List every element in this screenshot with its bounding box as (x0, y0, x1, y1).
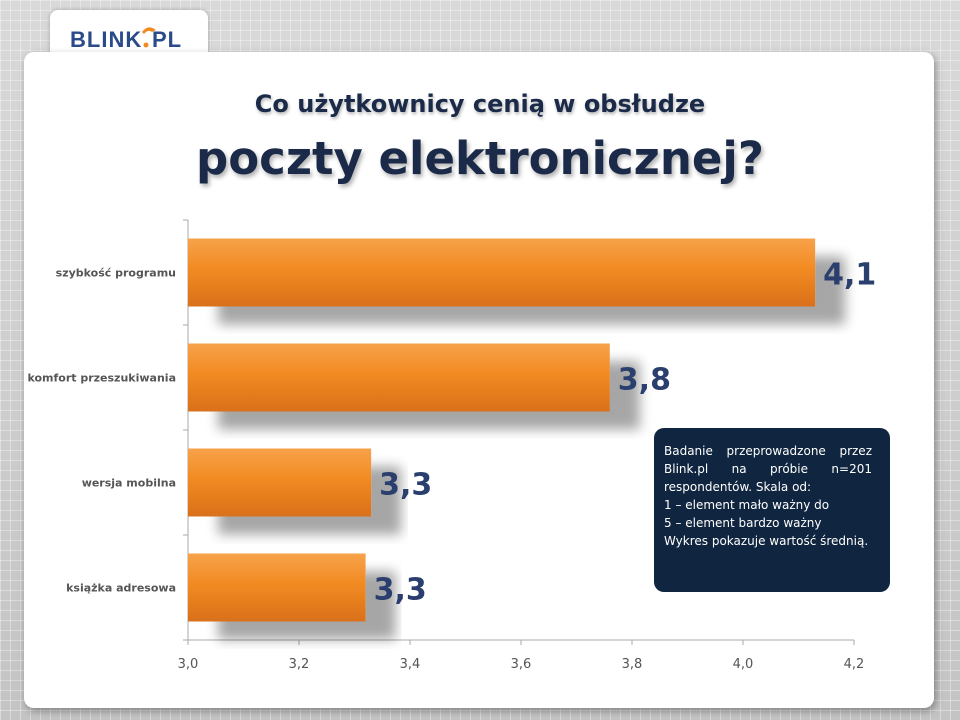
x-tick-label: 3,6 (511, 657, 532, 672)
bar (188, 238, 816, 307)
chart-title-line2: poczty elektronicznej? (196, 132, 764, 185)
chart-labels: szybkość programu 4,1 komfort przeszukiwan… (27, 258, 876, 608)
bar (188, 448, 372, 517)
data-label: 3,3 (374, 573, 427, 608)
category-label: szybkość programu (56, 267, 176, 280)
x-tick-label: 3,4 (400, 657, 421, 672)
data-label: 4,1 (823, 258, 876, 293)
category-label: książka adresowa (66, 582, 176, 595)
svg-text:PL: PL (152, 27, 182, 52)
note-text-1: Badanie przeprowadzone przez Blink.pl na… (664, 444, 872, 494)
data-label: 3,3 (379, 468, 432, 503)
category-label: komfort przeszukiwania (27, 372, 176, 385)
x-tick-label: 3,0 (178, 657, 199, 672)
blink-logo-icon: BLINK PL (70, 27, 182, 52)
x-tick-label: 3,8 (622, 657, 643, 672)
note-text-4: Wykres pokazuje wartość średnią. (664, 534, 869, 548)
bar (188, 343, 610, 412)
brand-logo: BLINK PL (70, 24, 210, 54)
note-text-2: 1 – element mało ważny do (664, 498, 830, 512)
note-text-3: 5 – element bardzo ważny (664, 516, 822, 530)
x-tick-label: 4,2 (844, 657, 865, 672)
x-tick-label: 4,0 (733, 657, 754, 672)
x-tick-label: 3,2 (289, 657, 310, 672)
methodology-note: Badanie przeprowadzone przez Blink.pl na… (654, 428, 890, 592)
data-label: 3,8 (618, 363, 671, 398)
chart-bars (188, 238, 816, 622)
svg-text:BLINK: BLINK (70, 27, 142, 52)
category-label: wersja mobilna (82, 477, 176, 490)
bar (188, 553, 366, 622)
chart-title-line1: Co użytkownicy cenią w obsłudze (254, 90, 706, 118)
